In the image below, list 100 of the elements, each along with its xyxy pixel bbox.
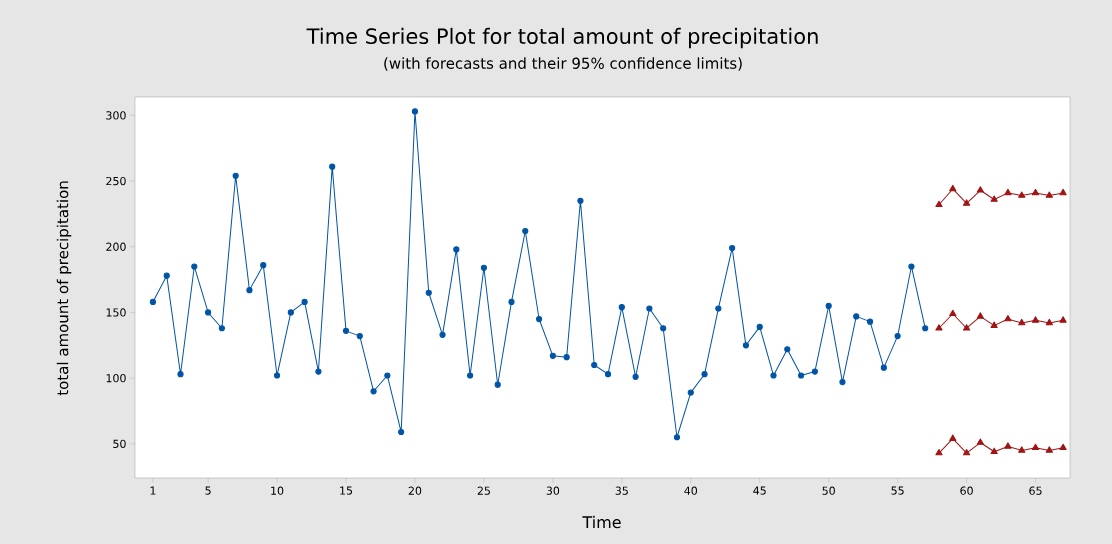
chart-title: Time Series Plot for total amount of precipitation: [306, 27, 818, 49]
point: [342, 327, 350, 334]
point: [425, 289, 432, 296]
point: [563, 354, 570, 361]
point: [273, 372, 281, 379]
point: [453, 246, 460, 253]
x-tick-label: 1: [150, 486, 156, 495]
point: [535, 315, 543, 323]
point: [191, 263, 198, 270]
x-tick-label: 65: [1029, 486, 1042, 495]
x-tick-label: 20: [408, 486, 422, 495]
point: [990, 195, 998, 202]
x-tick-label: 55: [891, 486, 904, 495]
y-tick-label: 300: [106, 111, 126, 120]
point: [1045, 191, 1053, 198]
point: [287, 309, 294, 316]
point: [577, 197, 584, 204]
point: [1018, 191, 1026, 198]
point: [508, 298, 515, 306]
y-tick-label: 200: [106, 242, 126, 251]
point: [1018, 318, 1026, 326]
x-tick-label: 35: [615, 486, 628, 495]
point: [329, 163, 336, 170]
point: [962, 324, 971, 331]
point: [880, 364, 887, 371]
point: [729, 244, 736, 252]
point: [784, 346, 791, 353]
point: [204, 309, 212, 316]
point: [1004, 188, 1012, 196]
point: [1031, 316, 1040, 323]
point: [839, 378, 846, 386]
point: [467, 372, 474, 379]
x-axis-title: Time: [582, 515, 621, 529]
point: [522, 227, 529, 235]
point: [673, 434, 681, 441]
point: [935, 324, 943, 331]
point: [715, 305, 722, 312]
y-tick-label: 100: [106, 374, 126, 383]
point: [494, 381, 501, 388]
y-axis-title: total amount of precipitation: [56, 181, 72, 396]
x-tick-label: 40: [684, 486, 698, 495]
point: [232, 172, 239, 179]
point: [301, 298, 308, 306]
point: [439, 331, 446, 338]
point: [990, 321, 998, 328]
point: [701, 371, 708, 378]
point: [356, 333, 363, 340]
point: [922, 325, 929, 332]
point: [976, 438, 984, 445]
x-tick-label: 30: [546, 486, 560, 495]
point: [384, 372, 391, 379]
point: [618, 304, 625, 311]
point: [866, 318, 874, 325]
point: [1031, 188, 1040, 196]
chart-subtitle: (with forecasts and their 95% confidence limits): [384, 57, 742, 71]
y-tick-label: 50: [113, 439, 126, 448]
point: [591, 361, 598, 369]
point: [687, 389, 694, 396]
point: [149, 298, 157, 306]
point: [1059, 188, 1067, 196]
point: [742, 342, 750, 349]
point: [1018, 446, 1026, 453]
point: [797, 372, 805, 379]
point: [949, 434, 957, 441]
point: [632, 373, 639, 380]
point: [990, 447, 998, 455]
point: [908, 263, 915, 270]
point: [370, 388, 377, 395]
x-tick-label: 60: [960, 486, 973, 495]
point: [935, 448, 943, 456]
point: [246, 287, 253, 294]
y-tick-label: 250: [106, 176, 126, 186]
point: [976, 186, 984, 193]
point: [962, 199, 971, 206]
point: [1004, 442, 1012, 449]
point: [853, 313, 860, 320]
point: [163, 272, 170, 279]
x-tick-label: 5: [205, 486, 211, 495]
point: [398, 428, 405, 436]
point: [935, 200, 943, 208]
x-tick-label: 50: [822, 486, 835, 495]
x-tick-label: 15: [340, 486, 353, 495]
point: [825, 302, 832, 309]
point: [260, 262, 267, 269]
point: [218, 325, 225, 332]
point: [480, 264, 488, 271]
point: [1004, 314, 1012, 322]
point: [962, 448, 971, 456]
point: [976, 312, 984, 319]
point: [411, 108, 419, 115]
point: [811, 368, 818, 375]
x-tick-label: 45: [753, 486, 766, 495]
point: [660, 325, 667, 332]
point: [756, 323, 763, 331]
point: [604, 371, 612, 378]
point: [1059, 316, 1067, 323]
y-tick-label: 150: [106, 308, 126, 317]
x-tick-label: 25: [477, 486, 490, 495]
point: [549, 352, 556, 359]
point: [949, 184, 957, 192]
